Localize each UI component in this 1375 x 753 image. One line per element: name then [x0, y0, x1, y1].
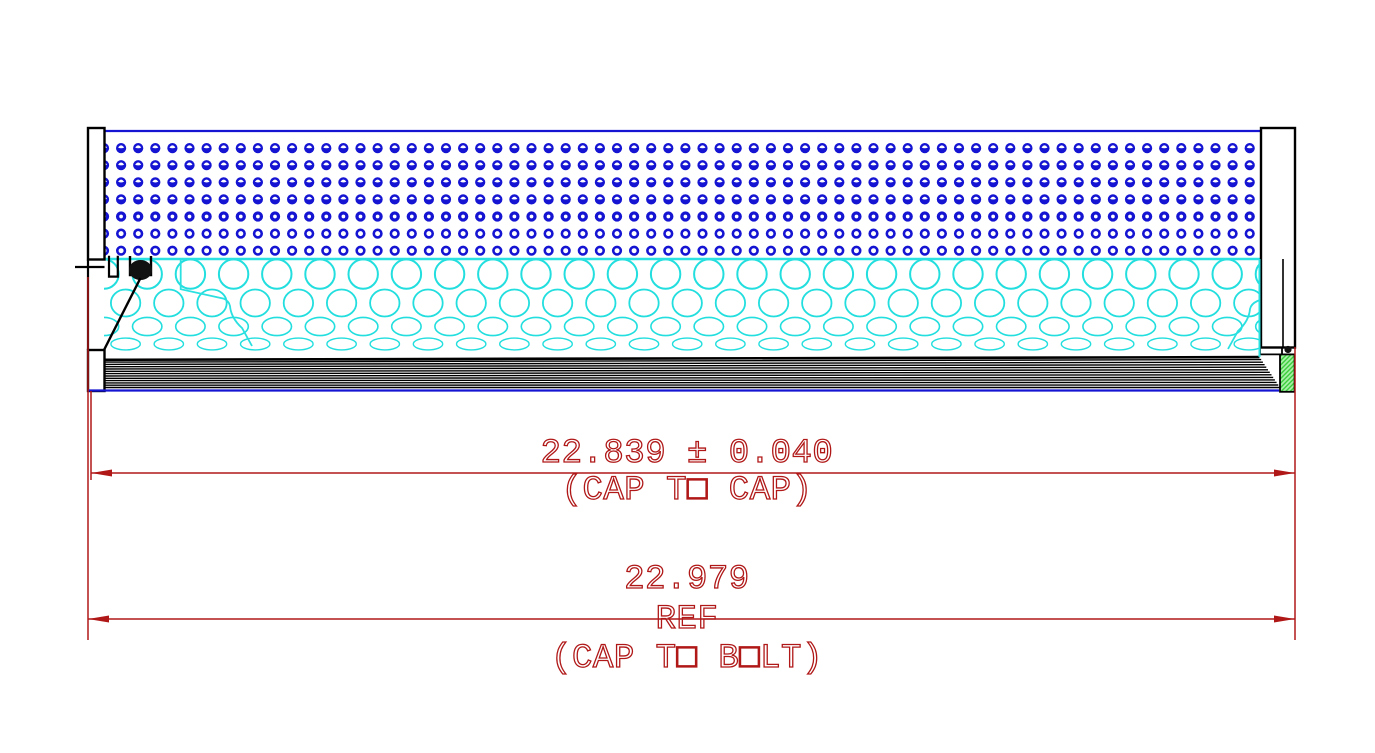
svg-text:(CAP T□ B□LT): (CAP T□ B□LT): [551, 640, 823, 678]
svg-text:(CAP T□ CAP): (CAP T□ CAP): [562, 472, 813, 510]
svg-text:22.839 ± 0.040: 22.839 ± 0.040: [541, 435, 834, 473]
svg-text:22.979: 22.979: [624, 561, 749, 599]
svg-text:REF: REF: [656, 601, 719, 639]
